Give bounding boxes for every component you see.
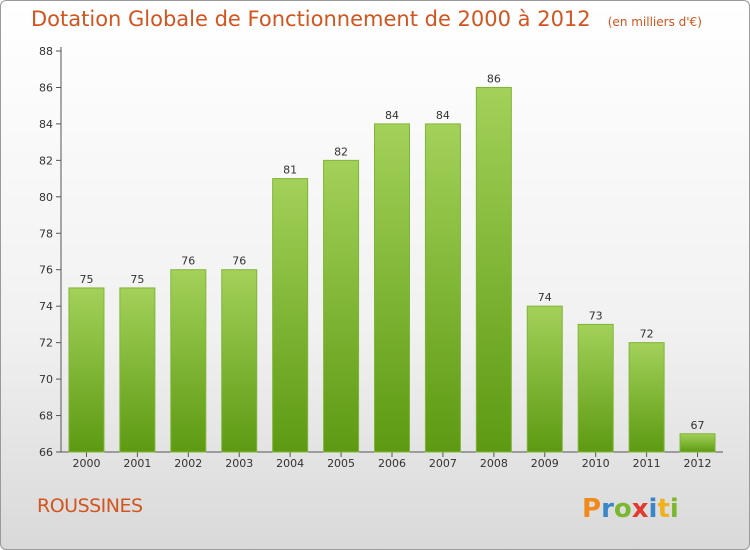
svg-text:Proxiti: Proxiti (582, 494, 679, 524)
y-tick-label: 76 (39, 264, 53, 277)
y-tick-label: 66 (39, 446, 53, 459)
bar (679, 433, 716, 453)
x-tick-label: 2006 (378, 457, 406, 470)
commune-name: ROUSSINES (37, 495, 143, 517)
y-tick-label: 82 (39, 154, 53, 167)
x-tick-label: 2010 (582, 457, 610, 470)
bar-value-label: 76 (181, 255, 195, 268)
bar-value-label: 81 (283, 164, 297, 177)
x-tick-label: 2004 (276, 457, 304, 470)
bar (577, 323, 614, 453)
bar-value-label: 67 (691, 419, 705, 432)
y-tick-label: 72 (39, 337, 53, 350)
bar (374, 123, 410, 453)
chart-subtitle: (en milliers d'€) (607, 15, 702, 29)
x-tick-label: 2007 (429, 457, 457, 470)
y-tick-label: 78 (39, 227, 53, 240)
bar-value-label: 76 (232, 255, 246, 268)
bar (475, 86, 512, 453)
y-tick-label: 88 (39, 45, 53, 58)
x-tick-label: 2002 (174, 457, 202, 470)
y-tick-label: 68 (39, 410, 53, 423)
bar-value-label: 84 (436, 109, 450, 122)
bar-value-label: 74 (538, 291, 552, 304)
bar-value-label: 72 (640, 328, 654, 341)
x-axis: 2000 2001 2002 2003 2004 2005 2006 2007 2008 2009… (61, 451, 723, 470)
bar (221, 269, 258, 453)
y-tick-label: 86 (39, 81, 53, 94)
bar (170, 269, 207, 453)
x-tick-label: 2012 (684, 457, 712, 470)
bar (119, 287, 156, 453)
bar (526, 305, 563, 453)
bars (68, 86, 716, 453)
bar-value-label: 75 (79, 273, 93, 286)
bar (68, 287, 105, 453)
bar-value-label: 84 (385, 109, 399, 122)
bar-value-label: 75 (130, 273, 144, 286)
x-tick-label: 2003 (225, 457, 253, 470)
x-tick-label: 2009 (531, 457, 559, 470)
data-labels: 75 75 76 76 81 82 84 84 86 74 73 72 67 (79, 72, 704, 431)
y-tick-label: 74 (39, 300, 53, 313)
y-axis: 66 68 70 72 74 76 78 80 82 84 86 88 (39, 45, 62, 459)
title-line: Dotation Globale de Fonctionnement de 20… (31, 7, 702, 31)
bar (628, 342, 665, 453)
proxiti-logo[interactable]: Proxiti (582, 487, 692, 527)
bar-value-label: 73 (589, 309, 603, 322)
bar-value-label: 86 (487, 72, 501, 85)
bar (272, 178, 309, 453)
bar-value-label: 82 (334, 145, 348, 158)
y-tick-label: 80 (39, 191, 53, 204)
x-tick-label: 2005 (327, 457, 355, 470)
bar (424, 123, 461, 453)
y-tick-label: 84 (39, 118, 53, 131)
x-tick-label: 2001 (123, 457, 151, 470)
x-tick-label: 2008 (480, 457, 508, 470)
x-tick-label: 2011 (633, 457, 661, 470)
y-tick-label: 70 (39, 373, 53, 386)
x-tick-label: 2000 (72, 457, 100, 470)
chart-title: Dotation Globale de Fonctionnement de 20… (31, 7, 591, 31)
bar (323, 159, 360, 453)
